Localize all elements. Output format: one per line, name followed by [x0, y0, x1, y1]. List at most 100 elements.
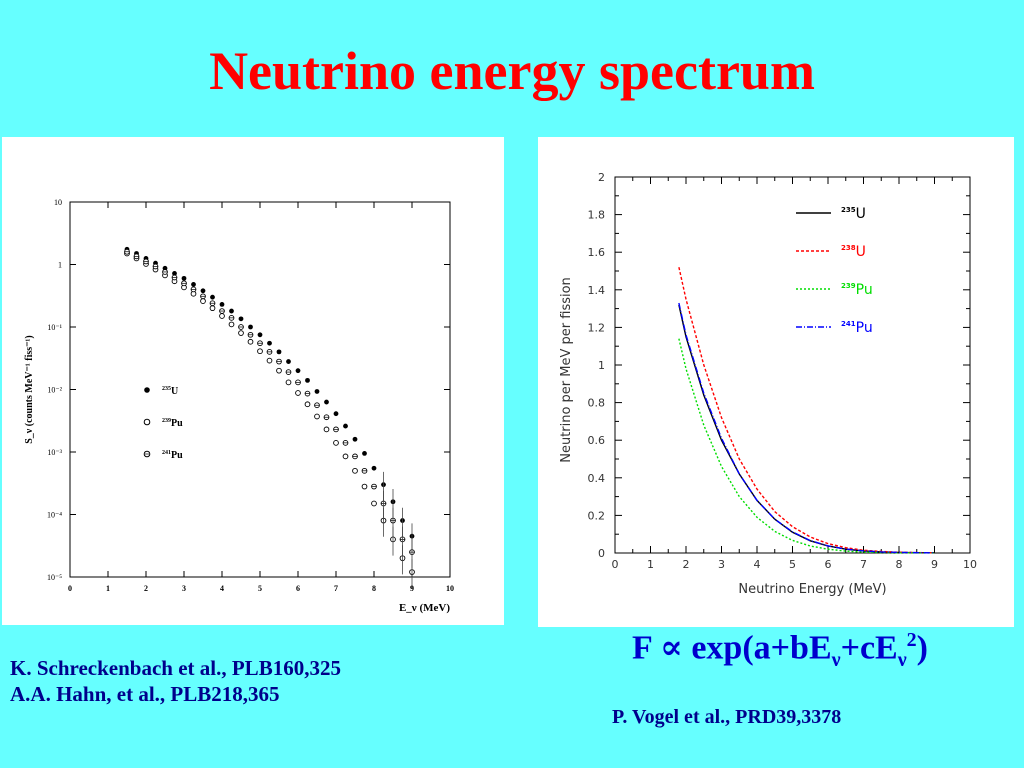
- data-point-235u: [229, 308, 234, 314]
- reference-schreckenbach: K. Schreckenbach et al., PLB160,325: [10, 656, 341, 680]
- formula-close: ): [916, 629, 928, 667]
- reference-vogel: P. Vogel et al., PRD39,3378: [612, 706, 842, 728]
- data-point-239pu: [266, 357, 273, 364]
- y-tick-label: 1: [598, 359, 605, 372]
- fit-formula: F ∝ exp(a+bEν+cEν2): [560, 628, 1000, 672]
- x-tick-label: 2: [683, 558, 690, 571]
- data-point-239pu: [323, 426, 330, 433]
- data-point-235u: [352, 436, 358, 442]
- legend-marker-239pu: [143, 418, 151, 426]
- data-point-239pu: [333, 440, 339, 446]
- data-point-239pu: [276, 367, 282, 374]
- x-tick-label: 8: [896, 558, 903, 571]
- legend-label-241pu: 241Pu: [841, 320, 873, 336]
- data-point-239pu: [371, 500, 377, 507]
- proportional-symbol: ∝: [660, 629, 683, 667]
- data-point-235u: [343, 423, 348, 429]
- y-tick-label: 0.8: [588, 397, 606, 410]
- data-point-235u: [219, 301, 225, 307]
- data-point-235u: [210, 294, 215, 300]
- y-tick-label: 0.4: [588, 472, 606, 485]
- data-point-239pu: [257, 348, 263, 355]
- x-tick-label: 7: [334, 584, 338, 593]
- x-tick-label: 10: [963, 558, 977, 571]
- legend-isotope-mass: 239: [162, 418, 171, 424]
- legend-isotope-mass: 235: [841, 206, 856, 214]
- x-tick-label: 4: [220, 584, 224, 593]
- x-tick-label: 5: [258, 584, 262, 593]
- data-point-239pu: [228, 321, 235, 328]
- y-tick-label: 2: [598, 171, 605, 184]
- formula-prefix: F: [631, 629, 660, 667]
- y-axis-label: Neutrino per MeV per fission: [559, 277, 574, 463]
- data-point-235u: [286, 359, 291, 364]
- y-tick-label: 10⁻⁵: [47, 573, 62, 582]
- plot-frame: [614, 176, 971, 554]
- data-point-235u: [248, 324, 253, 330]
- legend-element-symbol: U: [171, 386, 178, 397]
- x-tick-label: 6: [296, 584, 300, 593]
- data-point-235u: [191, 282, 196, 287]
- data-point-239pu: [342, 453, 349, 460]
- legend-element-symbol: Pu: [856, 282, 873, 298]
- data-point-239pu: [304, 401, 311, 408]
- data-point-235u: [314, 389, 320, 394]
- x-tick-label: 3: [718, 558, 725, 571]
- series-line-238u: [678, 267, 935, 554]
- data-point-235u: [181, 275, 187, 281]
- y-tick-label: 1: [58, 261, 62, 270]
- y-tick-label: 1.6: [588, 246, 606, 259]
- y-tick-label: 1.8: [588, 209, 606, 222]
- x-tick-label: 2: [144, 584, 148, 593]
- data-point-239pu: [285, 379, 292, 386]
- y-tick-label: 0.2: [588, 509, 606, 522]
- legend-label-241pu: 241Pu: [162, 450, 183, 461]
- legend-isotope-mass: 239: [841, 282, 856, 290]
- series-line-235u: [678, 304, 935, 554]
- data-point-239pu: [209, 305, 216, 312]
- data-point-235u: [305, 377, 310, 383]
- data-point-235u: [371, 465, 377, 471]
- x-axis-label: E_ν (MeV): [399, 602, 450, 614]
- data-point-235u: [276, 349, 282, 355]
- reference-hahn: A.A. Hahn, et al., PLB218,365: [10, 682, 280, 707]
- formula-mid: +cE: [840, 629, 898, 667]
- y-tick-label: 0: [598, 547, 605, 560]
- nu-subscript-2: ν: [897, 649, 907, 672]
- legend-isotope-mass: 238: [841, 244, 856, 252]
- nu-subscript-1: ν: [831, 649, 841, 672]
- reference-list-left: K. Schreckenbach et al., PLB160,325 A.A.…: [10, 655, 341, 708]
- x-tick-label: 9: [410, 584, 414, 593]
- legend-label-238u: 238U: [841, 244, 866, 260]
- data-point-235u: [267, 340, 272, 346]
- data-point-239pu: [352, 467, 358, 474]
- y-tick-label: 1.4: [588, 284, 606, 297]
- x-tick-label: 1: [647, 558, 654, 571]
- scatter-chart-log: 0 1 2 3 4 5 6 7 8 9 10 10 1 10⁻¹ 10⁻² 10⁻³ 10⁻⁴ 10⁻⁵ E_ν (…: [24, 198, 454, 614]
- data-point-239pu: [238, 330, 244, 336]
- x-tick-label: 6: [825, 558, 832, 571]
- legend-element-symbol: Pu: [171, 418, 183, 429]
- data-point-235u: [324, 399, 329, 405]
- y-tick-label: 10⁻³: [47, 448, 62, 457]
- y-tick-label: 0.6: [588, 434, 606, 447]
- data-point-235u: [238, 316, 244, 322]
- data-point-239pu: [295, 390, 301, 396]
- data-point-235u: [200, 288, 206, 294]
- y-tick-label: 10: [54, 198, 62, 207]
- right-chart-panel: 0 1 2 3 4 5 6 7 8 9 10 0 0.2 0.4 0.6 0.8 1 1.2 1.4 1.6 1.8 2 N…: [538, 137, 1014, 627]
- data-point-239pu: [247, 338, 254, 345]
- legend-label-235u: 235U: [162, 386, 178, 397]
- legend-label-239pu: 239Pu: [162, 418, 183, 429]
- legend-element-symbol: Pu: [856, 320, 873, 336]
- x-tick-label: 7: [860, 558, 867, 571]
- legend-element-symbol: U: [856, 244, 866, 260]
- formula-open: exp(a+bE: [682, 629, 832, 667]
- y-tick-label: 10⁻²: [47, 386, 62, 395]
- y-tick-label: 10⁻⁴: [47, 511, 62, 520]
- y-tick-label: 1.2: [588, 321, 606, 334]
- legend-marker-235u: [144, 387, 150, 393]
- x-tick-label: 0: [68, 584, 72, 593]
- legend-isotope-mass: 235: [162, 386, 171, 392]
- x-tick-label: 5: [789, 558, 796, 571]
